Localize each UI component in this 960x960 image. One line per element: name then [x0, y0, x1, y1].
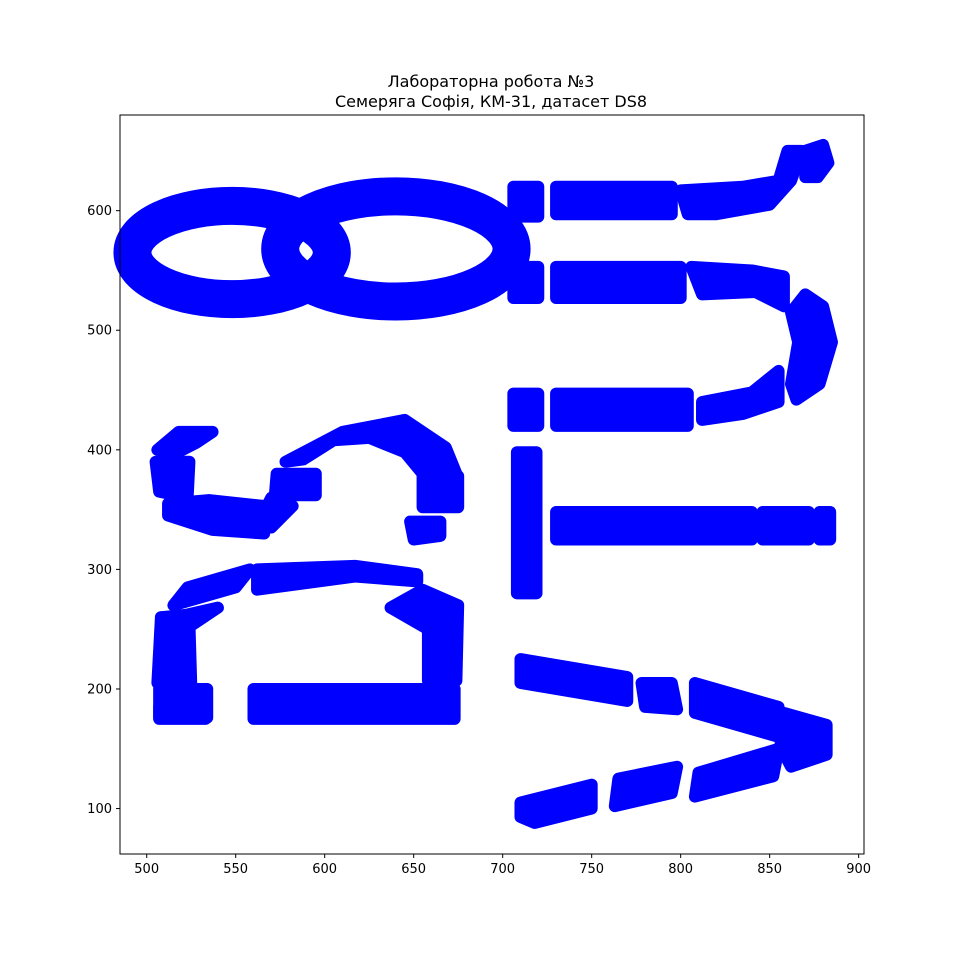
y-tick-label-2: 300 — [87, 563, 112, 578]
data-point-cluster-0 — [261, 177, 531, 321]
data-point-cluster-1 — [113, 186, 351, 319]
data-point-cluster-19 — [507, 180, 545, 223]
data-point-cluster-9 — [384, 583, 465, 687]
x-tick-label-3: 650 — [401, 862, 426, 877]
plot-marks — [113, 138, 838, 829]
data-point-cluster-38 — [688, 742, 785, 803]
data-point-cluster-33 — [813, 506, 837, 546]
data-point-cluster-34 — [514, 653, 634, 707]
y-tick-label-3: 400 — [87, 443, 112, 458]
x-tick-label-1: 550 — [223, 862, 248, 877]
data-point-cluster-28 — [550, 387, 694, 432]
data-point-cluster-20 — [550, 180, 678, 221]
data-point-cluster-22 — [799, 138, 835, 184]
data-point-cluster-24 — [550, 260, 687, 304]
data-point-cluster-11 — [149, 455, 196, 504]
y-tick-label-5: 600 — [87, 204, 112, 219]
x-tick-label-7: 850 — [757, 862, 782, 877]
data-point-cluster-16 — [416, 470, 465, 514]
data-point-cluster-21 — [674, 144, 808, 221]
data-point-cluster-30 — [510, 446, 543, 600]
data-point-cluster-31 — [550, 506, 758, 546]
data-point-cluster-23 — [507, 260, 545, 304]
data-point-cluster-17 — [404, 515, 447, 546]
data-point-cluster-37 — [774, 706, 833, 773]
data-point-cluster-7 — [167, 563, 256, 612]
data-point-cluster-13 — [252, 491, 299, 534]
data-point-cluster-39 — [608, 760, 684, 813]
data-point-cluster-8 — [251, 559, 424, 596]
data-point-cluster-3 — [153, 682, 214, 724]
y-tick-label-1: 200 — [87, 682, 112, 697]
data-point-cluster-29 — [696, 364, 785, 426]
data-point-cluster-12 — [151, 425, 219, 461]
data-point-cluster-35 — [635, 677, 684, 716]
data-point-cluster-25 — [685, 260, 790, 313]
x-tick-label-4: 700 — [490, 862, 515, 877]
data-point-cluster-40 — [514, 778, 598, 829]
data-point-cluster-26 — [785, 288, 838, 406]
y-tick-label-4: 500 — [87, 324, 112, 339]
y-axis: 100 200 300 400 500 600 — [87, 204, 120, 817]
data-point-cluster-6 — [154, 601, 224, 636]
chart-title-line-2: Семеряга Софія, КМ-31, датасет DS8 — [335, 92, 647, 111]
x-tick-label-0: 500 — [134, 862, 159, 877]
data-point-cluster-27 — [507, 387, 545, 432]
x-tick-label-5: 750 — [579, 862, 604, 877]
x-tick-label-2: 600 — [312, 862, 337, 877]
x-tick-label-8: 900 — [846, 862, 871, 877]
axes-frame — [119, 114, 865, 855]
chart-title-line-1: Лабораторна робота №3 — [388, 72, 595, 91]
data-point-cluster-4 — [247, 682, 461, 725]
data-point-cluster-10 — [162, 494, 271, 540]
x-tick-label-6: 800 — [668, 862, 693, 877]
x-axis: 500 550 600 650 700 750 800 850 900 — [134, 854, 871, 877]
data-point-cluster-14 — [268, 467, 322, 502]
data-point-cluster-32 — [756, 506, 815, 546]
y-tick-label-0: 100 — [87, 802, 112, 817]
